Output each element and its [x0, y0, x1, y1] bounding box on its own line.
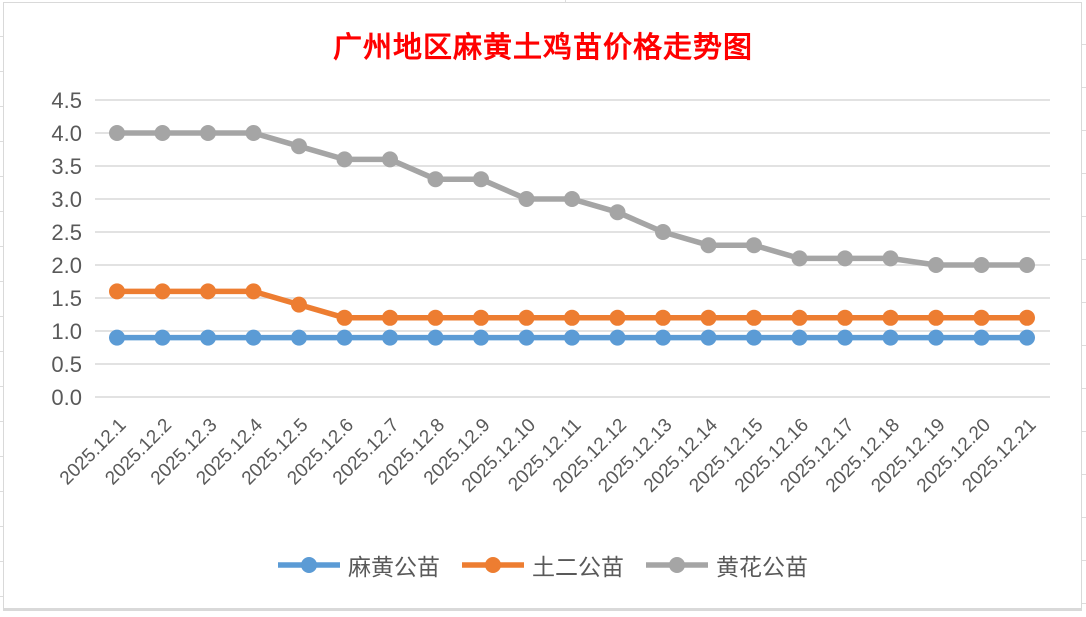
series-point-2[interactable] [427, 171, 444, 188]
series-point-1[interactable] [928, 309, 944, 326]
series-point-1[interactable] [791, 309, 808, 326]
series-point-2[interactable] [973, 257, 990, 273]
series-point-2[interactable] [518, 191, 535, 207]
y-axis-tick-label: 4.5 [51, 88, 82, 113]
sheet-column-gridline-stub [565, 0, 566, 3]
series-point-1[interactable] [473, 309, 489, 326]
legend: 麻黄公苗 土二公苗 黄花公苗 [0, 548, 1086, 582]
series-point-1[interactable] [245, 283, 262, 300]
y-axis-tick-label: 3.5 [51, 154, 82, 179]
series-point-2[interactable] [336, 151, 353, 168]
sheet-row-gridlines-right [1081, 2, 1086, 609]
series-point-0[interactable] [200, 329, 216, 346]
y-axis-tick-label: 2.0 [51, 253, 82, 278]
series-point-0[interactable] [882, 329, 899, 346]
series-point-2[interactable] [746, 237, 762, 254]
series-point-1[interactable] [655, 309, 671, 326]
legend-marker-icon [278, 557, 340, 573]
y-axis-tick-label: 3.0 [51, 187, 82, 212]
series-point-0[interactable] [791, 329, 808, 346]
series-point-0[interactable] [336, 329, 353, 346]
series-point-0[interactable] [109, 329, 125, 346]
series-point-2[interactable] [609, 204, 626, 221]
series-point-0[interactable] [1019, 329, 1035, 346]
series-point-0[interactable] [837, 329, 853, 346]
series-point-1[interactable] [1019, 309, 1035, 326]
series-point-0[interactable] [928, 329, 944, 346]
y-axis-tick-label: 4.0 [51, 121, 82, 146]
series-point-0[interactable] [382, 329, 398, 346]
series-point-2[interactable] [928, 257, 944, 273]
series-point-2[interactable] [109, 125, 125, 141]
legend-item-0[interactable]: 麻黄公苗 [278, 548, 440, 582]
series-point-2[interactable] [291, 138, 307, 155]
legend-label: 土二公苗 [532, 555, 624, 580]
series-point-2[interactable] [564, 191, 580, 207]
series-point-0[interactable] [473, 329, 489, 346]
legend-label: 麻黄公苗 [348, 555, 440, 580]
series-point-1[interactable] [200, 283, 216, 300]
series-point-2[interactable] [1019, 257, 1035, 273]
series-point-1[interactable] [973, 309, 990, 326]
series-point-0[interactable] [655, 329, 671, 346]
series-point-2[interactable] [245, 125, 262, 141]
series-point-0[interactable] [427, 329, 444, 346]
series-point-1[interactable] [336, 309, 353, 326]
series-point-1[interactable] [291, 296, 307, 313]
chart-title[interactable]: 广州地区麻黄土鸡苗价格走势图 [332, 32, 753, 64]
y-axis-tick-label: 1.0 [51, 319, 82, 344]
series-point-2[interactable] [473, 171, 489, 188]
series-point-2[interactable] [700, 237, 717, 254]
series-point-1[interactable] [109, 283, 125, 300]
sheet-row-gridlines-left [0, 2, 4, 609]
series-point-0[interactable] [746, 329, 762, 346]
series-point-1[interactable] [837, 309, 853, 326]
series-point-0[interactable] [291, 329, 307, 346]
series-point-2[interactable] [882, 250, 899, 267]
series-point-0[interactable] [973, 329, 990, 346]
legend-label: 黄花公苗 [716, 555, 808, 580]
y-axis-tick-label: 1.5 [51, 286, 82, 311]
series-point-1[interactable] [518, 309, 535, 326]
series-point-2[interactable] [837, 250, 853, 267]
series-point-2[interactable] [791, 250, 808, 267]
y-axis-tick-label: 0.5 [51, 352, 82, 377]
series-point-0[interactable] [154, 329, 171, 346]
series-point-1[interactable] [382, 309, 398, 326]
legend-marker-icon [462, 557, 524, 573]
series-point-2[interactable] [382, 151, 398, 168]
series-point-0[interactable] [245, 329, 262, 346]
y-axis-tick-label: 0.0 [51, 385, 82, 410]
series-point-0[interactable] [518, 329, 535, 346]
series-point-1[interactable] [700, 309, 717, 326]
y-axis-tick-label: 2.5 [51, 220, 82, 245]
chart-frame[interactable] [3, 2, 1082, 611]
series-point-0[interactable] [564, 329, 580, 346]
legend-marker-icon [646, 557, 708, 573]
legend-item-2[interactable]: 黄花公苗 [646, 548, 808, 582]
series-point-1[interactable] [154, 283, 171, 300]
series-point-1[interactable] [609, 309, 626, 326]
series-point-1[interactable] [427, 309, 444, 326]
series-point-0[interactable] [609, 329, 626, 346]
series-point-1[interactable] [564, 309, 580, 326]
series-point-1[interactable] [882, 309, 899, 326]
series-point-0[interactable] [700, 329, 717, 346]
series-point-1[interactable] [746, 309, 762, 326]
series-point-2[interactable] [154, 125, 171, 141]
series-point-2[interactable] [200, 125, 216, 141]
legend-item-1[interactable]: 土二公苗 [462, 548, 624, 582]
series-point-2[interactable] [655, 224, 671, 240]
